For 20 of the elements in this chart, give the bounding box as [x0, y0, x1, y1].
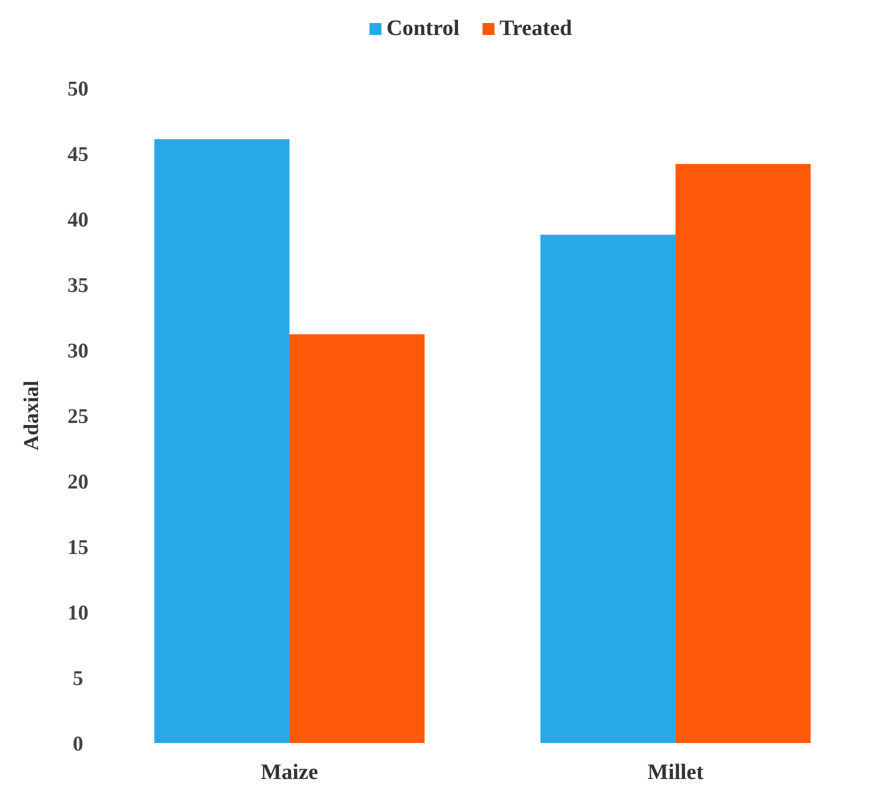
y-tick-label: 50	[68, 76, 88, 100]
bar	[289, 334, 425, 743]
x-tick-label: Millet	[647, 759, 704, 784]
y-axis-title: Adaxial	[19, 380, 43, 451]
x-tick-label: Maize	[260, 759, 318, 784]
y-tick-label: 10	[68, 600, 88, 624]
y-tick-label: 30	[68, 338, 88, 362]
legend-label: Control	[386, 15, 460, 40]
y-tick-label: 0	[72, 731, 84, 756]
y-tick-label: 25	[68, 404, 88, 428]
legend-label: Treated	[500, 15, 572, 40]
y-tick-label: 15	[68, 534, 88, 559]
bar	[540, 234, 676, 743]
y-tick-label: 20	[68, 469, 88, 494]
y-tick-label: 45	[68, 142, 88, 166]
y-tick-label: 35	[68, 272, 88, 297]
y-tick-label: 40	[68, 207, 88, 232]
y-tick-label: 5	[72, 666, 84, 690]
bar	[154, 139, 290, 743]
bar	[676, 164, 811, 743]
